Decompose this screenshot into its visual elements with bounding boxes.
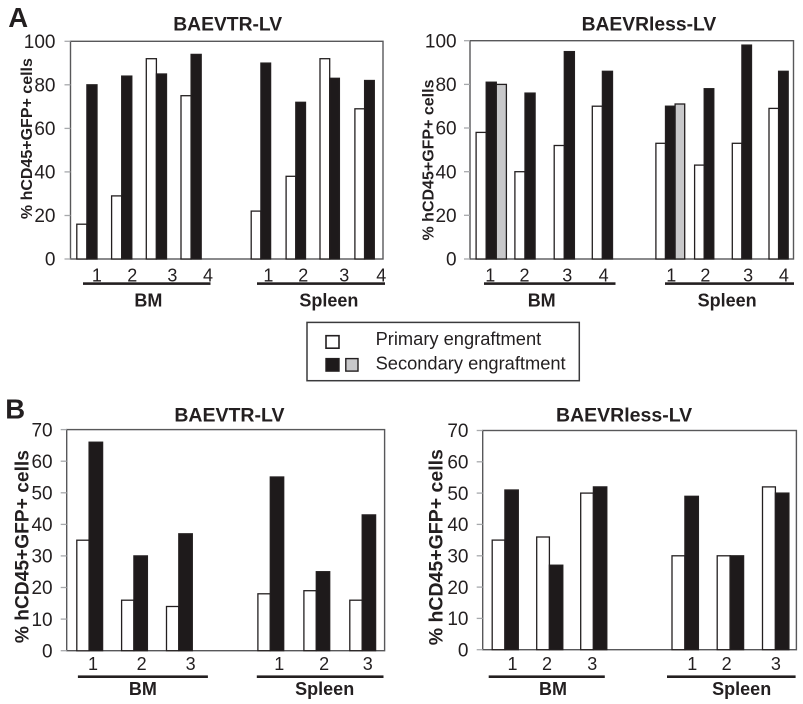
svg-text:BAEVTR-LV: BAEVTR-LV — [174, 404, 284, 426]
svg-text:80: 80 — [34, 76, 55, 97]
svg-text:3: 3 — [186, 654, 196, 674]
svg-text:0: 0 — [446, 250, 457, 271]
svg-text:60: 60 — [34, 119, 55, 140]
svg-text:2: 2 — [722, 654, 732, 674]
svg-text:60: 60 — [447, 453, 468, 474]
svg-text:50: 50 — [31, 484, 52, 505]
svg-text:4: 4 — [779, 266, 789, 286]
svg-text:40: 40 — [31, 515, 52, 536]
svg-text:40: 40 — [34, 163, 55, 184]
svg-text:80: 80 — [435, 75, 456, 96]
svg-text:3: 3 — [167, 266, 177, 286]
svg-text:20: 20 — [34, 206, 55, 227]
svg-text:60: 60 — [31, 452, 52, 473]
svg-text:2: 2 — [127, 266, 137, 286]
svg-text:50: 50 — [447, 484, 468, 505]
svg-text:20: 20 — [31, 578, 52, 599]
svg-text:20: 20 — [435, 206, 456, 227]
svg-text:1: 1 — [485, 266, 495, 286]
svg-text:BAEVRless-LV: BAEVRless-LV — [582, 15, 717, 36]
svg-text:3: 3 — [562, 266, 572, 286]
svg-text:70: 70 — [31, 420, 52, 441]
svg-text:BM: BM — [528, 291, 556, 311]
svg-text:BM: BM — [134, 291, 162, 311]
svg-text:4: 4 — [376, 266, 386, 286]
svg-text:BAEVTR-LV: BAEVTR-LV — [173, 15, 282, 36]
svg-text:30: 30 — [447, 547, 468, 568]
svg-text:Spleen: Spleen — [299, 291, 358, 311]
svg-text:0: 0 — [458, 640, 469, 661]
svg-text:1: 1 — [666, 266, 676, 286]
svg-text:2: 2 — [700, 266, 710, 286]
svg-text:40: 40 — [447, 515, 468, 536]
svg-text:100: 100 — [24, 32, 56, 53]
svg-text:30: 30 — [31, 547, 52, 568]
svg-text:3: 3 — [587, 654, 597, 674]
svg-text:1: 1 — [263, 266, 273, 286]
svg-text:Primary engraftment: Primary engraftment — [376, 328, 542, 349]
svg-text:40: 40 — [435, 162, 456, 183]
svg-text:A: A — [8, 2, 28, 33]
svg-text:3: 3 — [771, 654, 781, 674]
svg-text:70: 70 — [447, 421, 468, 442]
svg-text:% hCD45+GFP+ cells: % hCD45+GFP+ cells — [420, 79, 437, 240]
svg-text:2: 2 — [519, 266, 529, 286]
svg-text:2: 2 — [319, 654, 329, 674]
svg-text:BAEVRless-LV: BAEVRless-LV — [556, 404, 692, 426]
svg-text:1: 1 — [274, 654, 284, 674]
svg-text:60: 60 — [435, 119, 456, 140]
svg-text:BM: BM — [129, 679, 157, 699]
svg-text:1: 1 — [687, 654, 697, 674]
svg-text:Spleen: Spleen — [295, 679, 354, 699]
svg-text:1: 1 — [92, 266, 102, 286]
svg-text:Spleen: Spleen — [698, 291, 757, 311]
svg-text:Secondary engraftment: Secondary engraftment — [376, 353, 566, 374]
svg-text:1: 1 — [507, 654, 517, 674]
svg-text:3: 3 — [363, 654, 373, 674]
svg-text:4: 4 — [203, 266, 213, 286]
svg-text:20: 20 — [447, 578, 468, 599]
svg-text:2: 2 — [137, 654, 147, 674]
svg-text:% hCD45+GFP+ cells: % hCD45+GFP+ cells — [426, 449, 448, 645]
svg-text:% hCD45+GFP+ cells: % hCD45+GFP+ cells — [19, 58, 36, 219]
svg-text:100: 100 — [425, 31, 457, 52]
svg-text:0: 0 — [42, 641, 53, 662]
svg-text:BM: BM — [539, 679, 567, 699]
svg-text:10: 10 — [447, 609, 468, 630]
svg-text:2: 2 — [298, 266, 308, 286]
svg-text:10: 10 — [31, 610, 52, 631]
svg-text:3: 3 — [743, 266, 753, 286]
svg-text:Spleen: Spleen — [712, 679, 771, 699]
svg-text:B: B — [5, 393, 25, 424]
svg-text:2: 2 — [542, 654, 552, 674]
svg-text:4: 4 — [599, 266, 609, 286]
svg-text:1: 1 — [88, 654, 98, 674]
svg-text:% hCD45+GFP+ cells: % hCD45+GFP+ cells — [13, 450, 34, 643]
svg-text:0: 0 — [45, 250, 56, 271]
svg-text:3: 3 — [339, 266, 349, 286]
